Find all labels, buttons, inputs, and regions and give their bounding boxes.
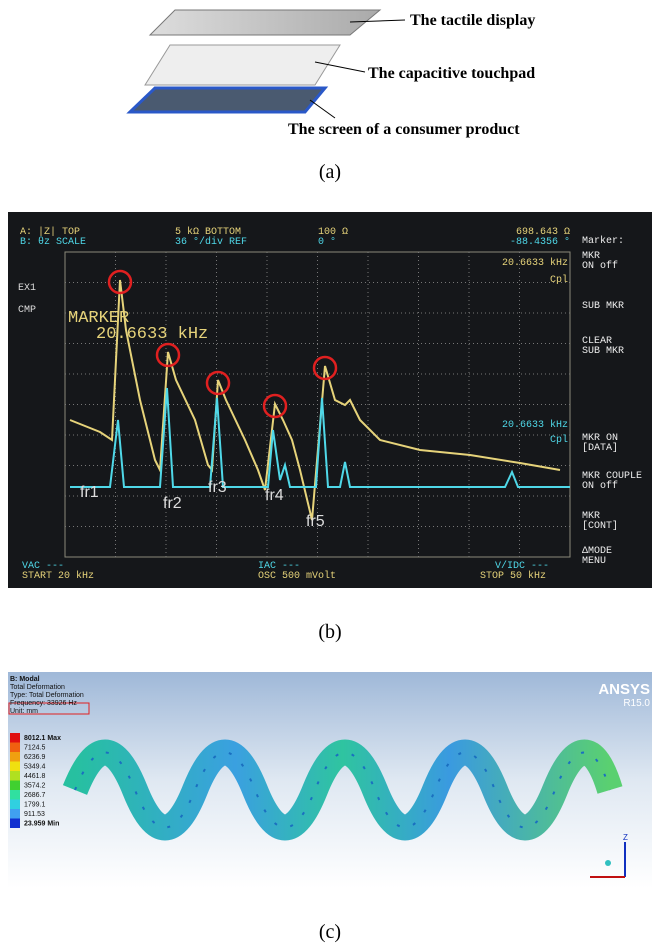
readout: 20.6633 kHz (502, 419, 568, 431)
menu-item: SUB MKR (582, 346, 624, 357)
menu-item: [DATA] (582, 442, 618, 454)
legend-label: 3574.2 (24, 783, 46, 790)
arrow (310, 100, 335, 118)
label: The tactile display (410, 12, 535, 29)
legend-label: 5349.4 (24, 764, 46, 771)
legend-label: 1799.1 (24, 802, 46, 809)
peak-label: fr1 (80, 484, 99, 501)
axis-label: Z (623, 833, 628, 842)
menu-item: [CONT] (582, 520, 618, 532)
legend-label: 911.53 (24, 811, 45, 818)
peak-label: fr3 (208, 479, 227, 496)
legend-swatch (10, 790, 20, 800)
peak-label: fr5 (306, 513, 325, 530)
layer-stack (130, 10, 405, 118)
peak-label: fr2 (163, 495, 182, 512)
legend-label: 23.959 Min (24, 821, 59, 828)
legend-label: 4461.8 (24, 773, 46, 780)
readout: Cpl (550, 274, 568, 286)
layer (130, 88, 325, 112)
menu-item: ON off (582, 260, 618, 272)
legend-swatch (10, 800, 20, 810)
title-line: B: Modal (10, 676, 40, 683)
header-text: 36 °/div REF (175, 236, 247, 248)
legend-swatch (10, 762, 20, 772)
legend-label: 2686.7 (24, 792, 46, 799)
peak-label: fr4 (265, 487, 284, 504)
legend-swatch (10, 771, 20, 781)
title-line: Total Deformation (10, 684, 65, 691)
legend-swatch (10, 733, 20, 743)
menu-item: SUB MKR (582, 301, 624, 312)
title-line: Unit: mm (10, 708, 38, 715)
header-text: 0 ° (318, 236, 336, 248)
legend-swatch (10, 781, 20, 791)
menu-item: MENU (582, 556, 606, 567)
version: R15.0 (623, 698, 650, 709)
layer (145, 45, 340, 85)
caption: (a) (319, 161, 341, 183)
caption: (c) (319, 921, 341, 943)
figure: The tactile display The capacitive touch… (0, 0, 660, 948)
legend-label: 7124.5 (24, 745, 46, 752)
layer (150, 10, 380, 35)
readout: 20.6633 kHz (502, 257, 568, 269)
axis (605, 860, 611, 866)
menu-item: Marker: (582, 235, 624, 247)
readout: Cpl (550, 434, 568, 446)
legend-swatch (10, 752, 20, 762)
menu-item: ON off (582, 480, 618, 492)
header-text: -88.4356 ° (510, 236, 570, 248)
caption: (b) (318, 621, 341, 643)
brand: ANSYS (598, 681, 650, 698)
legend-swatch (10, 743, 20, 753)
footer-text: STOP 50 kHz (480, 570, 546, 582)
legend-label: 6236.9 (24, 754, 46, 761)
title-line: Frequency: 33926 Hz (10, 700, 77, 707)
left-label: CMP (18, 305, 36, 316)
legend-swatch (10, 809, 20, 819)
legend-label: 8012.1 Max (24, 735, 61, 742)
label: The capacitive touchpad (368, 65, 535, 82)
label: The screen of a consumer product (288, 121, 520, 138)
title-line: Type: Total Deformation (10, 692, 84, 699)
footer-text: OSC 500 mVolt (258, 570, 336, 582)
footer-text: START 20 kHz (22, 570, 94, 582)
header-text: B: θz SCALE (20, 236, 86, 248)
marker-value: 20.6633 kHz (96, 325, 208, 344)
left-label: EX1 (18, 283, 36, 294)
legend-swatch (10, 819, 20, 829)
